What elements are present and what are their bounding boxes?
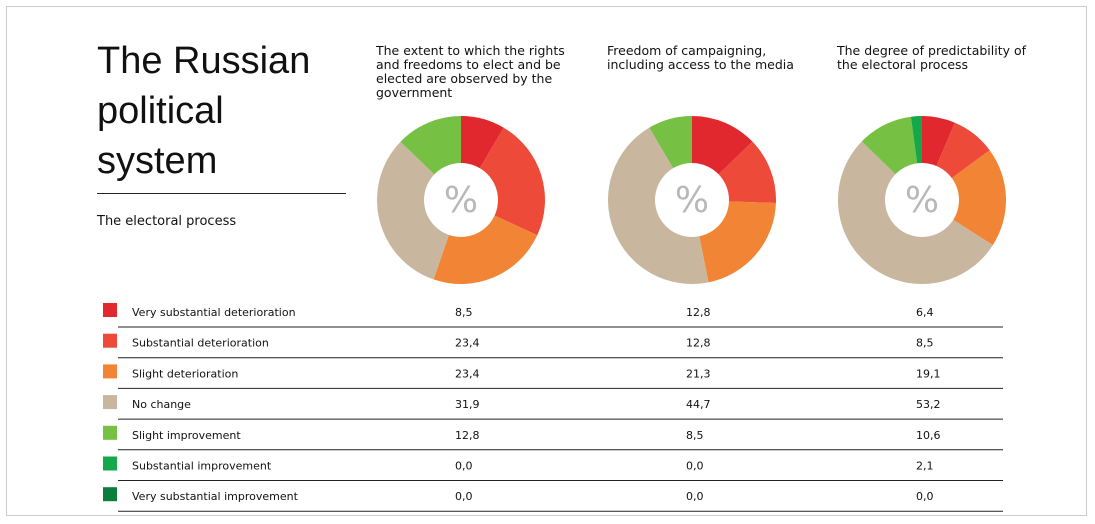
table-value: 0,0: [686, 490, 704, 503]
donut-hole: [655, 163, 729, 237]
legend-label: Slight deterioration: [132, 367, 238, 380]
legend-label: Substantial improvement: [132, 460, 272, 473]
table-value: 53,2: [916, 398, 941, 411]
legend-swatch: [103, 425, 117, 440]
legend-label: No change: [132, 398, 191, 411]
table-value: 12,8: [686, 306, 711, 319]
table-value: 8,5: [686, 429, 704, 442]
legend-label: Very substantial deterioration: [132, 306, 296, 319]
table-value: 12,8: [686, 337, 711, 350]
legend-swatch: [103, 333, 117, 348]
donut-hole: [885, 163, 959, 237]
table-value: 0,0: [455, 460, 473, 473]
center-label: %: [675, 180, 709, 221]
legend-label: Substantial deterioration: [132, 337, 269, 350]
center-label: %: [905, 180, 939, 221]
table-value: 10,6: [916, 429, 941, 442]
divider: [97, 193, 346, 194]
legend-swatch: [103, 395, 117, 410]
table-value: 8,5: [455, 306, 473, 319]
legend-label: Very substantial improvement: [132, 490, 299, 503]
table-value: 0,0: [686, 460, 704, 473]
subtitle: The electoral process: [97, 214, 237, 229]
table-value: 21,3: [686, 367, 711, 380]
pie-slice: [922, 150, 1006, 246]
table-value: 8,5: [916, 337, 934, 350]
table-value: 31,9: [455, 398, 480, 411]
table-value: 0,0: [916, 490, 934, 503]
title: The Russian political system: [97, 40, 311, 182]
table-value: 6,4: [916, 306, 934, 319]
table-value: 0,0: [455, 490, 473, 503]
chart-title: Freedom of campaigning, including access…: [607, 43, 794, 72]
chart-title: The degree of predictability of the elec…: [837, 43, 1027, 72]
legend-swatch: [103, 303, 117, 317]
table-value: 23,4: [455, 367, 480, 380]
center-label: %: [444, 180, 478, 221]
legend-swatch: [103, 364, 117, 379]
table-value: 19,1: [916, 367, 941, 380]
donut-hole: [424, 163, 498, 237]
legend-swatch: [103, 456, 117, 471]
table-value: 44,7: [686, 398, 711, 411]
table-value: 12,8: [455, 429, 480, 442]
pie-slice: [377, 141, 461, 280]
chart-title: The extent to which the rights and freed…: [376, 43, 565, 100]
legend-swatch: [103, 487, 117, 502]
frame: [6, 6, 1087, 516]
table-value: 2,1: [916, 460, 934, 473]
legend-label: Slight improvement: [132, 429, 241, 442]
table-value: 23,4: [455, 337, 480, 350]
